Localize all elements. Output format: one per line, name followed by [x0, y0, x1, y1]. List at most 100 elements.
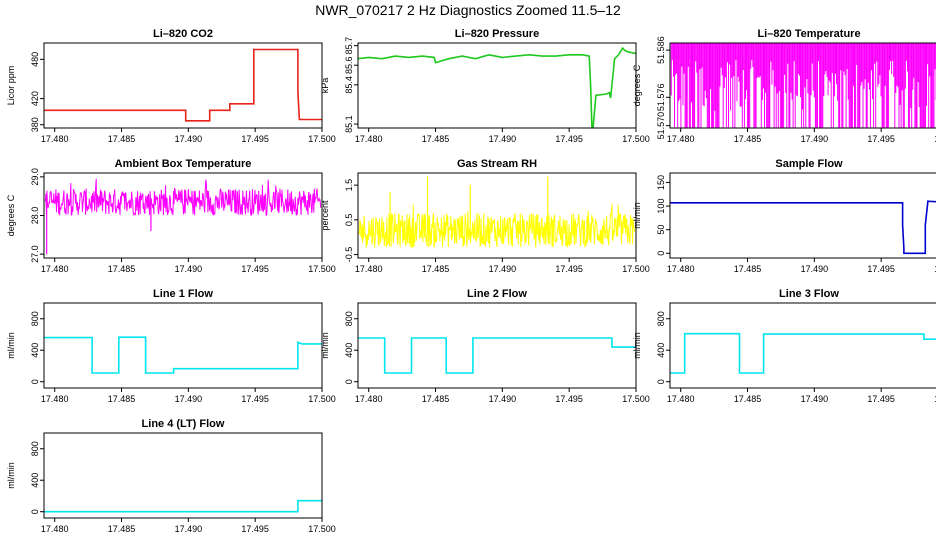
x-tick-label: 17.500 — [308, 394, 336, 404]
series-group — [44, 499, 322, 513]
series-line — [670, 200, 936, 255]
series-line — [358, 337, 636, 374]
x-tick-label: 17.500 — [622, 264, 650, 274]
chart-panel-4: Ambient Box Temperature degrees C 17.480 17… — [6, 158, 336, 274]
x-tick-label: 17.495 — [555, 264, 583, 274]
plot-frame — [357, 302, 637, 389]
series-group — [358, 176, 636, 248]
chart-panel-5: Gas Stream RH percent 17.480 17.485 17.490 17… — [320, 158, 650, 274]
series-group — [44, 178, 322, 255]
plot-frame — [43, 42, 323, 129]
y-tick-label: 100 — [656, 199, 666, 214]
y-tick-label: 27.0 — [30, 245, 40, 263]
series-line — [670, 332, 936, 374]
x-tick-label: 17.485 — [734, 264, 762, 274]
x-tick-label: 17.495 — [241, 134, 269, 144]
x-tick-label: 17.485 — [422, 134, 450, 144]
plot-frame — [357, 42, 637, 129]
x-tick-label: 17.480 — [41, 394, 69, 404]
y-tick-label: 150 — [656, 175, 666, 190]
x-tick-label: 17.500 — [622, 134, 650, 144]
y-axis-label: percent — [320, 200, 330, 231]
x-tick-label: 17.495 — [867, 394, 895, 404]
y-tick-label: 28.0 — [30, 207, 40, 225]
chart-panel-3: Li–820 Temperature degrees C 17.480 17.485 1… — [632, 28, 936, 144]
y-axis-label: kPa — [320, 78, 330, 94]
x-tick-label: 17.500 — [308, 134, 336, 144]
series-line — [670, 43, 936, 128]
y-tick-label: 800 — [30, 441, 40, 456]
x-tick-label: 17.495 — [241, 264, 269, 274]
y-tick-label: 400 — [30, 343, 40, 358]
y-axis-label: ml/min — [632, 202, 642, 229]
y-tick-label: 51.570 — [656, 112, 666, 140]
x-tick-label: 17.480 — [667, 134, 695, 144]
y-tick-label: 51.586 — [656, 36, 666, 64]
series-line — [358, 46, 636, 128]
y-axis-label: degrees C — [632, 64, 642, 106]
y-axis-label: ml/min — [320, 332, 330, 359]
x-tick-label: 17.490 — [175, 264, 203, 274]
y-tick-label: 480 — [30, 52, 40, 67]
y-axis-label: ml/min — [6, 332, 16, 359]
y-tick-label: 0 — [30, 379, 40, 384]
x-tick-label: 17.495 — [867, 134, 895, 144]
x-tick-label: 17.485 — [108, 134, 136, 144]
series-group — [670, 200, 936, 255]
y-axis-label: ml/min — [6, 462, 16, 489]
x-tick-label: 17.480 — [41, 134, 69, 144]
y-tick-label: 1.5 — [344, 179, 354, 192]
plot-frame — [669, 302, 936, 389]
chart-title: Li–820 CO2 — [153, 28, 213, 40]
y-tick-label: 85.1 — [344, 115, 354, 133]
y-axis-label: degrees C — [6, 194, 16, 236]
plot-frame — [43, 302, 323, 389]
y-tick-label: 800 — [656, 311, 666, 326]
y-tick-label: 85.7 — [344, 37, 354, 55]
chart-title: Line 3 Flow — [779, 288, 839, 300]
chart-panel-1: Li–820 CO2 Licor ppm 17.480 17.485 17.490 17.… — [6, 28, 336, 144]
chart-title: Line 4 (LT) Flow — [142, 418, 225, 430]
x-tick-label: 17.480 — [41, 264, 69, 274]
y-tick-label: 800 — [344, 311, 354, 326]
chart-title: Line 2 Flow — [467, 288, 527, 300]
x-tick-label: 17.495 — [555, 134, 583, 144]
series-line — [44, 178, 322, 217]
chart-title: Li–820 Temperature — [757, 28, 860, 40]
x-tick-label: 17.500 — [308, 524, 336, 534]
y-tick-label: 50 — [656, 225, 666, 235]
x-tick-label: 17.490 — [801, 394, 829, 404]
x-tick-label: 17.485 — [734, 394, 762, 404]
x-tick-label: 17.480 — [667, 264, 695, 274]
chart-title: Li–820 Pressure — [455, 28, 539, 40]
y-tick-label: 380 — [30, 117, 40, 132]
x-tick-label: 17.485 — [108, 394, 136, 404]
y-tick-label: 0 — [30, 509, 40, 514]
x-tick-label: 17.490 — [175, 524, 203, 534]
plot-frame — [43, 172, 323, 259]
chart-panel-7: Line 1 Flow ml/min 17.480 17.485 17.490 17.49… — [6, 288, 336, 404]
y-tick-label: 800 — [30, 311, 40, 326]
x-tick-label: 17.490 — [801, 134, 829, 144]
series-group — [670, 332, 936, 374]
y-tick-label: 85.4 — [344, 76, 354, 94]
series-line — [358, 203, 636, 248]
y-tick-label: 0 — [656, 379, 666, 384]
series-line — [44, 336, 322, 374]
x-tick-label: 17.490 — [489, 394, 517, 404]
x-tick-label: 17.485 — [108, 264, 136, 274]
x-tick-label: 17.485 — [422, 264, 450, 274]
x-tick-label: 17.485 — [734, 134, 762, 144]
plot-frame — [43, 432, 323, 519]
x-tick-label: 17.495 — [241, 394, 269, 404]
y-axis-label: Licor ppm — [6, 66, 16, 106]
y-axis-label: ml/min — [632, 332, 642, 359]
plot-frame — [669, 172, 936, 259]
y-tick-label: 0 — [656, 251, 666, 256]
x-tick-label: 17.490 — [489, 264, 517, 274]
series-group — [358, 46, 636, 128]
series-group — [44, 48, 322, 122]
y-tick-label: 0.5 — [344, 214, 354, 227]
x-tick-label: 17.500 — [934, 394, 936, 404]
x-tick-label: 17.490 — [801, 264, 829, 274]
